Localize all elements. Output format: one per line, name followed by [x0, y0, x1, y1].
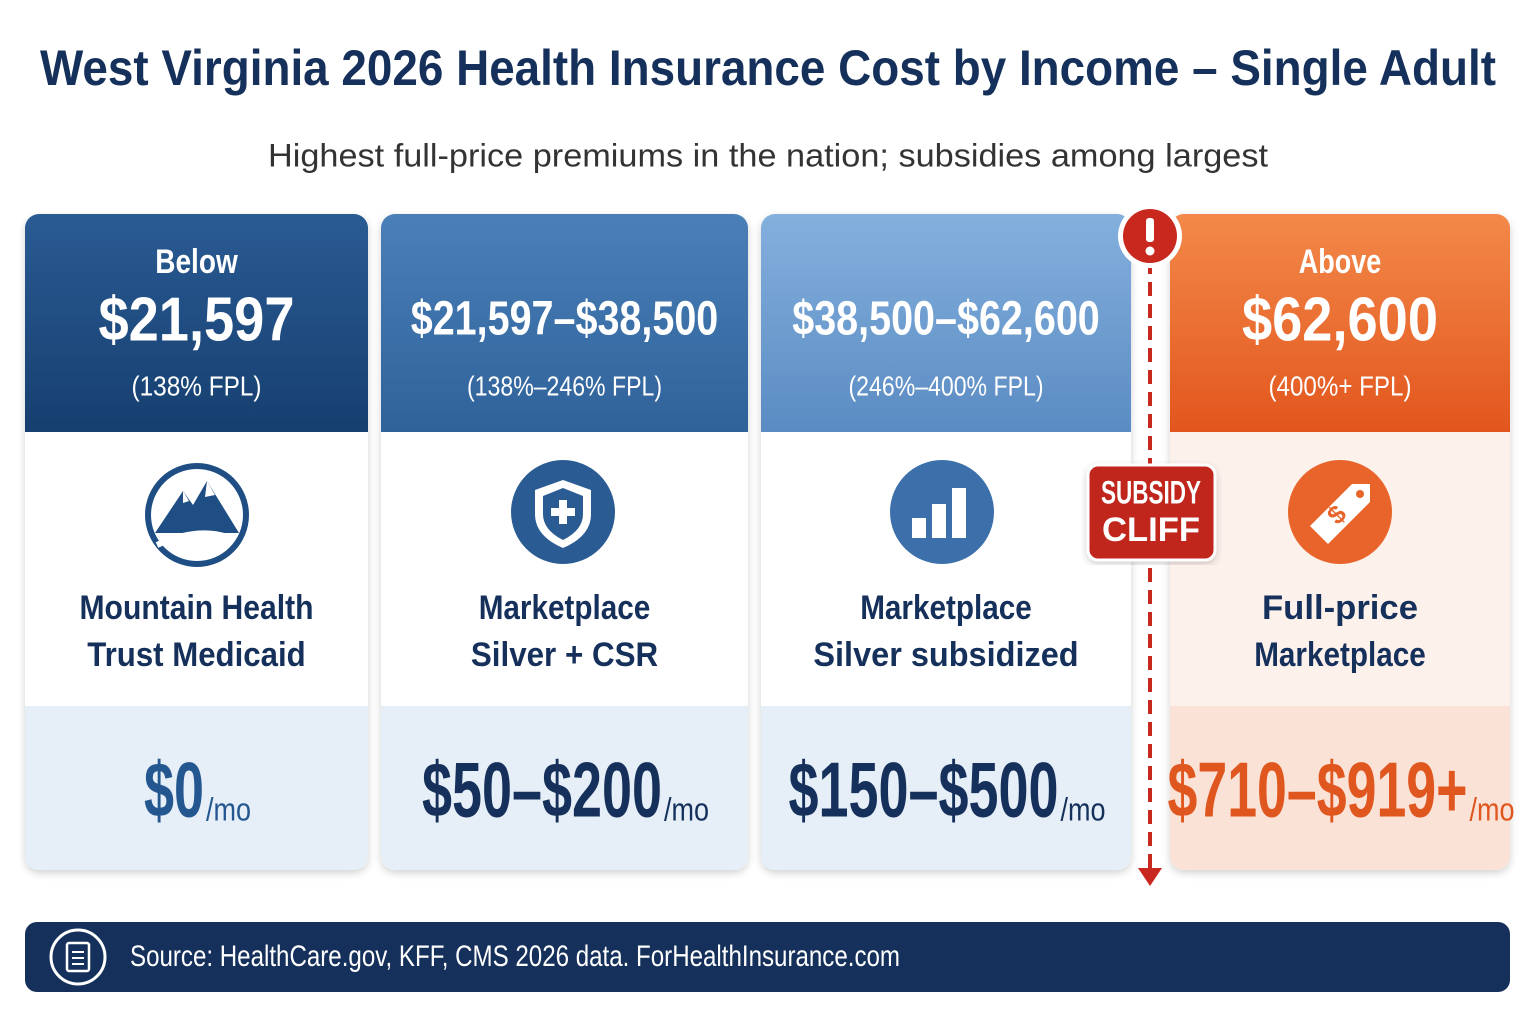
cost-panel	[25, 706, 368, 870]
cost-panel	[761, 706, 1131, 870]
source: Source: HealthCare.gov, KFF, CMS 2026 da…	[130, 940, 900, 973]
title: West Virginia 2026 Health Insurance Cost…	[40, 40, 1496, 96]
cost-unit: /mo	[664, 791, 709, 827]
tier-card: Below $21,597 (138% FPL) Mountain Health Tru…	[25, 214, 368, 870]
tier-lead: Below	[155, 243, 238, 281]
card-inner	[25, 214, 368, 870]
cost-panel	[1170, 706, 1510, 870]
card-header	[1170, 214, 1510, 432]
tier-amount: $21,597–$38,500	[411, 293, 719, 346]
alert-badge	[1118, 204, 1182, 268]
cost: $710–$919+	[1168, 746, 1468, 834]
cliff-label-box	[1086, 463, 1217, 562]
cost: $0	[144, 746, 204, 834]
card-header	[25, 214, 368, 432]
card-inner	[761, 214, 1131, 870]
program-name: Marketplace	[860, 589, 1032, 627]
tier-fpl: (138%–246% FPL)	[467, 370, 662, 401]
program-name: Marketplace	[1254, 636, 1426, 674]
card-inner	[1170, 214, 1510, 870]
tier-card: Above $62,600 (400%+ FPL) Full-price Marketp…	[1168, 214, 1515, 870]
program-name: Marketplace	[479, 589, 651, 627]
card-inner	[381, 214, 748, 870]
subtitle: Highest full-price premiums in the natio…	[268, 137, 1268, 173]
program-name: Mountain Health	[80, 589, 314, 627]
cliff-label: CLIFF	[1102, 511, 1200, 549]
card-header	[761, 214, 1131, 432]
program-name: Silver subsidized	[813, 636, 1078, 674]
mountain-icon	[145, 463, 249, 567]
tier-amount: $62,600	[1242, 285, 1438, 354]
card-header	[381, 214, 748, 432]
cliff-arrow	[1138, 868, 1162, 886]
shield-icon	[511, 460, 615, 564]
cost-unit: /mo	[1470, 791, 1515, 827]
cost-unit: /mo	[1061, 791, 1106, 827]
tier-amount: $38,500–$62,600	[792, 293, 1100, 346]
tier-amount: $21,597	[99, 285, 295, 354]
price-tag-icon: $	[1288, 460, 1392, 564]
tier-fpl: (400%+ FPL)	[1269, 370, 1412, 401]
program-name: Silver + CSR	[471, 636, 658, 674]
source-bar	[25, 922, 1510, 992]
program-name: Trust Medicaid	[87, 636, 305, 674]
tier-fpl: (138% FPL)	[132, 370, 262, 401]
cost-unit: /mo	[206, 791, 251, 827]
program-name: Full-price	[1262, 589, 1418, 627]
tier-lead: Above	[1299, 243, 1382, 281]
cost: $50–$200	[422, 746, 662, 834]
cost-panel	[381, 706, 748, 870]
bar-icon	[890, 460, 994, 564]
cliff-label: SUBSIDY	[1101, 474, 1201, 510]
cost: $150–$500	[789, 746, 1059, 834]
document-icon	[49, 928, 107, 986]
tier-fpl: (246%–400% FPL)	[849, 370, 1044, 401]
